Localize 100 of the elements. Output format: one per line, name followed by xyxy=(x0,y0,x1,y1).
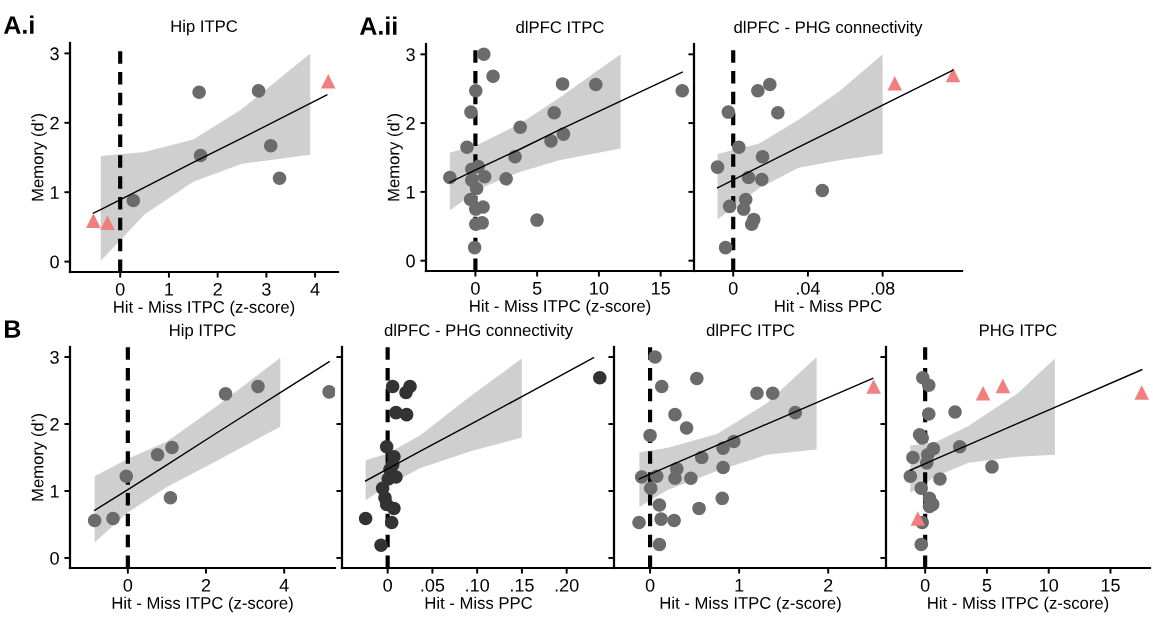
x-tick-label: 2 xyxy=(824,578,833,592)
point xyxy=(544,134,558,148)
point xyxy=(486,69,500,84)
point xyxy=(469,202,483,216)
x-axis-title: Hit - Miss ITPC (z-score) xyxy=(660,596,841,613)
point xyxy=(910,511,926,526)
y-tick-label: 0 xyxy=(50,255,59,269)
point xyxy=(643,481,658,496)
y-tick-label: 3 xyxy=(50,350,59,364)
point xyxy=(933,472,947,486)
point xyxy=(648,350,662,364)
point xyxy=(921,407,936,421)
chart-title: PHG ITPC xyxy=(980,324,1057,337)
point xyxy=(914,537,928,552)
point xyxy=(985,460,999,474)
x-tick-label: 10 xyxy=(590,281,609,295)
chart-title: Hip ITPC xyxy=(171,19,238,36)
y-tick-label: 2 xyxy=(50,417,59,431)
x-tick-label: 5 xyxy=(982,579,992,592)
point xyxy=(995,378,1011,394)
point xyxy=(887,75,903,91)
point xyxy=(744,217,759,231)
point xyxy=(469,181,484,196)
y-tick-label: 1 xyxy=(50,186,59,199)
point xyxy=(915,431,929,445)
x-tick-label: 10 xyxy=(1040,578,1059,592)
x-tick-label: 1 xyxy=(735,579,744,592)
point xyxy=(716,441,730,455)
point xyxy=(632,515,646,530)
point xyxy=(667,513,681,528)
point xyxy=(652,537,667,552)
point xyxy=(374,538,388,552)
point xyxy=(443,170,457,185)
y-tick-label: 3 xyxy=(50,47,59,61)
point xyxy=(654,512,668,526)
x-tick-label: .05 xyxy=(421,578,445,592)
text: A.i xyxy=(3,15,34,34)
x-tick-label: 0 xyxy=(383,578,392,592)
x-tick-label: 3 xyxy=(262,282,271,296)
point xyxy=(358,511,373,526)
x-axis-title: Hit - Miss ITPC (z-score) xyxy=(470,299,651,316)
point xyxy=(263,138,278,153)
point xyxy=(87,513,102,528)
y-tick-label: 3 xyxy=(406,48,415,62)
x-tick-label: .10 xyxy=(466,578,489,592)
point xyxy=(464,105,478,119)
point xyxy=(251,84,266,98)
chart-title: dlPFC ITPC xyxy=(706,323,795,337)
point xyxy=(165,440,179,455)
point xyxy=(914,481,928,496)
x-tick-label: 0 xyxy=(115,282,125,296)
point xyxy=(690,371,704,386)
text: A.ii xyxy=(359,16,397,35)
point xyxy=(755,172,769,187)
point xyxy=(755,150,770,164)
point xyxy=(86,213,101,228)
point xyxy=(692,501,706,516)
point xyxy=(399,385,413,400)
point xyxy=(555,77,570,91)
x-tick-label: .15 xyxy=(511,579,534,592)
x-tick-label: .04 xyxy=(797,281,820,295)
point xyxy=(119,469,134,484)
point xyxy=(906,450,920,465)
point xyxy=(593,371,607,385)
point xyxy=(192,85,206,100)
x-tick-label: 4 xyxy=(279,579,289,592)
point xyxy=(469,217,483,231)
point xyxy=(903,469,918,484)
point xyxy=(722,199,737,214)
x-tick-label: 1 xyxy=(165,283,174,296)
point xyxy=(771,106,785,120)
point xyxy=(150,448,165,462)
point xyxy=(589,77,603,92)
point xyxy=(106,511,120,526)
x-tick-label: .20 xyxy=(555,578,579,592)
point xyxy=(467,240,482,255)
point xyxy=(322,385,335,399)
chart-title: Hip ITPC xyxy=(170,323,236,340)
point xyxy=(710,160,725,174)
point xyxy=(948,405,962,419)
point xyxy=(469,84,483,98)
point xyxy=(126,193,141,208)
point xyxy=(668,471,682,486)
x-tick-label: 0 xyxy=(920,578,930,592)
y-axis-title: Memory (d’) xyxy=(31,114,47,201)
point xyxy=(763,77,777,92)
point xyxy=(716,460,730,475)
point xyxy=(684,471,698,486)
point xyxy=(715,491,729,506)
point xyxy=(721,105,736,119)
point xyxy=(272,171,287,186)
x-axis-title: Hit - Miss ITPC (z-score) xyxy=(112,596,293,613)
point xyxy=(384,515,399,530)
point xyxy=(718,240,733,255)
point xyxy=(513,120,527,134)
y-tick-label: 0 xyxy=(406,254,415,268)
x-tick-label: 0 xyxy=(728,281,738,295)
chart-title: dlPFC - PHG connectivity xyxy=(734,20,923,37)
point xyxy=(652,498,667,512)
point xyxy=(975,385,991,401)
